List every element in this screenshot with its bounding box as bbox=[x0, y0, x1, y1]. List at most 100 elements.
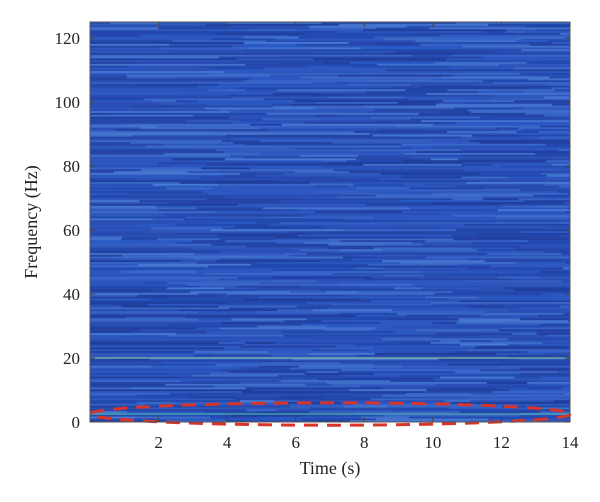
spectrogram-cell bbox=[90, 223, 137, 227]
spectrogram-cell bbox=[121, 305, 220, 308]
spectrogram-cell bbox=[221, 174, 258, 177]
spectrogram-cell bbox=[256, 289, 321, 292]
spectrogram-cell bbox=[246, 49, 316, 52]
spectrogram-cell bbox=[267, 351, 384, 354]
spectrogram-cell bbox=[257, 416, 362, 419]
spectrogram-cell bbox=[250, 27, 311, 30]
spectrogram-cell bbox=[90, 42, 245, 45]
spectrogram-cell bbox=[289, 367, 373, 370]
spectrogram-cell bbox=[125, 123, 251, 127]
spectrogram-cell bbox=[305, 392, 407, 396]
spectrogram-cell bbox=[328, 231, 454, 234]
spectrogram-cell bbox=[382, 260, 486, 263]
spectrogram-cell bbox=[306, 318, 390, 321]
spectrogram-cell bbox=[90, 129, 116, 132]
spectrogram-cell bbox=[347, 83, 411, 87]
spectrogram-cell bbox=[557, 85, 570, 88]
spectrogram-cell bbox=[298, 36, 375, 39]
spectrogram-cell bbox=[90, 34, 142, 37]
spectrogram-cell bbox=[514, 289, 570, 292]
spectrogram-cell bbox=[90, 294, 138, 297]
spectrogram-cell bbox=[431, 140, 470, 143]
spectrogram-cell bbox=[279, 222, 418, 225]
spectrogram-cell bbox=[90, 329, 141, 332]
spectrogram-cell bbox=[225, 134, 340, 137]
spectrogram-cell bbox=[299, 154, 359, 157]
spectrogram-cell bbox=[90, 331, 133, 334]
spectrogram-cell bbox=[158, 163, 207, 167]
spectrogram-cell bbox=[170, 243, 212, 247]
spectrogram-cell bbox=[142, 282, 169, 285]
spectrogram-cell bbox=[399, 374, 548, 377]
spectrogram-cell bbox=[306, 65, 327, 68]
spectrogram-cell bbox=[477, 180, 570, 183]
spectrogram-cell bbox=[488, 23, 570, 27]
spectrogram-cell bbox=[242, 54, 280, 57]
spectrogram-cell bbox=[382, 274, 425, 277]
spectrogram-cell bbox=[323, 34, 441, 37]
spectrogram-cell bbox=[175, 223, 271, 227]
spectrogram-cell bbox=[235, 396, 280, 399]
spectrogram-cell bbox=[257, 262, 401, 265]
spectrogram-cell bbox=[203, 191, 315, 194]
spectrogram-cell bbox=[519, 318, 570, 321]
spectrogram-cell bbox=[90, 349, 189, 352]
spectrogram-cell bbox=[473, 358, 519, 361]
spectrogram-cell bbox=[90, 298, 151, 301]
spectrogram-cell bbox=[479, 314, 539, 317]
spectrogram-cell bbox=[135, 269, 275, 272]
spectrogram-cell bbox=[527, 382, 570, 385]
spectrogram-cell bbox=[525, 112, 570, 116]
spectrogram-cell bbox=[90, 312, 246, 316]
spectrogram-cell bbox=[539, 411, 570, 414]
spectrogram-cell bbox=[90, 247, 192, 250]
spectrogram-cell bbox=[314, 114, 338, 117]
spectrogram-cell bbox=[323, 62, 351, 65]
spectrogram-cell bbox=[120, 336, 218, 339]
spectrogram-cell bbox=[90, 31, 194, 34]
spectrogram-cell bbox=[266, 112, 420, 116]
spectrogram-cell bbox=[504, 47, 570, 50]
spectrogram-cell bbox=[90, 360, 222, 363]
spectrogram-cell bbox=[295, 171, 350, 174]
spectrogram-cell bbox=[187, 171, 296, 174]
spectrogram-cell bbox=[467, 109, 570, 112]
spectrogram-cell bbox=[545, 143, 570, 147]
spectrogram-cell bbox=[208, 103, 272, 107]
spectrogram-cell bbox=[380, 322, 434, 325]
spectrogram-cell bbox=[90, 32, 144, 36]
spectrogram-cell bbox=[486, 382, 528, 385]
spectrogram-cell bbox=[527, 409, 570, 412]
spectrogram-cell bbox=[546, 334, 570, 337]
spectrogram-cell bbox=[341, 369, 481, 372]
spectrogram-cell bbox=[90, 392, 171, 396]
spectrogram-cell bbox=[224, 378, 319, 381]
spectrogram-cell bbox=[518, 307, 570, 310]
spectrogram-cell bbox=[483, 56, 570, 59]
spectrogram-cell bbox=[480, 369, 570, 372]
spectrogram-cell bbox=[90, 303, 117, 307]
spectrogram-cell bbox=[439, 111, 472, 114]
spectrogram-cell bbox=[321, 22, 457, 25]
spectrogram-cell bbox=[462, 162, 548, 165]
spectrogram-cell bbox=[90, 120, 186, 123]
spectrogram-cell bbox=[277, 309, 314, 312]
spectrogram-cell bbox=[90, 134, 133, 137]
spectrogram-cell bbox=[521, 340, 562, 343]
spectrogram-cell bbox=[239, 382, 328, 385]
spectrogram-cell bbox=[197, 292, 227, 296]
spectrogram-cell bbox=[365, 91, 479, 94]
y-tick-label: 100 bbox=[55, 93, 81, 112]
spectrogram-cell bbox=[423, 391, 493, 394]
spectrogram-cell bbox=[565, 211, 570, 214]
spectrogram-cell bbox=[360, 385, 490, 388]
spectrogram-cell bbox=[512, 283, 570, 287]
spectrogram-cell bbox=[239, 400, 275, 403]
spectrogram-cell bbox=[315, 280, 377, 283]
spectrogram-cell bbox=[569, 142, 570, 145]
spectrogram-cell bbox=[483, 31, 506, 34]
spectrogram-cell bbox=[130, 387, 247, 390]
spectrogram-cell bbox=[459, 320, 569, 323]
spectrogram-cell bbox=[149, 358, 293, 361]
spectrogram-cell bbox=[476, 249, 570, 252]
